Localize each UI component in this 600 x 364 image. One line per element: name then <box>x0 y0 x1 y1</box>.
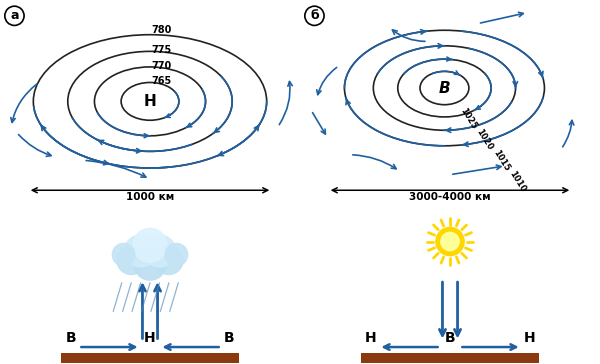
Text: Н: Н <box>365 331 377 345</box>
Text: Н: Н <box>143 94 157 109</box>
Circle shape <box>155 246 183 274</box>
Circle shape <box>436 228 464 256</box>
Text: 780: 780 <box>151 25 171 35</box>
Circle shape <box>165 244 188 266</box>
Text: 765: 765 <box>151 76 171 86</box>
Text: 1015: 1015 <box>491 149 511 173</box>
Circle shape <box>133 228 167 262</box>
Text: 3000-4000 км: 3000-4000 км <box>409 192 491 202</box>
Circle shape <box>441 232 459 251</box>
Text: 775: 775 <box>151 45 171 55</box>
Text: В: В <box>65 331 76 345</box>
Circle shape <box>117 246 145 274</box>
Bar <box>61 353 239 363</box>
Text: а: а <box>10 9 19 22</box>
Text: 1020: 1020 <box>475 127 495 152</box>
Bar <box>361 353 539 363</box>
Text: Н: Н <box>144 331 156 345</box>
Circle shape <box>125 235 157 267</box>
Text: 1025: 1025 <box>458 106 478 131</box>
Text: В: В <box>224 331 235 345</box>
Circle shape <box>112 244 135 266</box>
Text: 1000 км: 1000 км <box>126 192 174 202</box>
Text: 770: 770 <box>151 61 171 71</box>
Text: б: б <box>310 9 319 22</box>
Text: В: В <box>439 80 450 95</box>
Circle shape <box>134 248 166 280</box>
Circle shape <box>143 235 175 267</box>
Text: Н: Н <box>523 331 535 345</box>
Text: В: В <box>445 331 455 345</box>
Text: 1010: 1010 <box>508 170 527 194</box>
